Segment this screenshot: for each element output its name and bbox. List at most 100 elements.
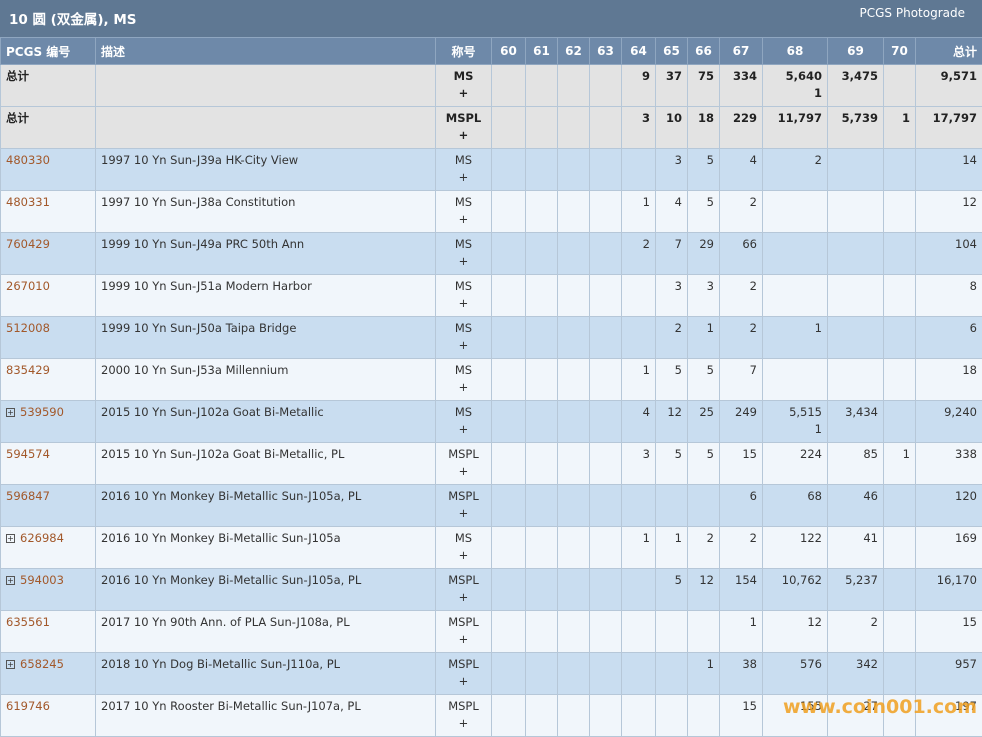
table-cell: 68	[763, 485, 828, 527]
table-cell	[656, 611, 688, 653]
cell-text: 7	[675, 237, 682, 251]
table-cell	[656, 485, 688, 527]
cell-text: 5	[707, 447, 714, 461]
cell-text: 1	[643, 195, 650, 209]
table-cell: MS+	[436, 359, 492, 401]
pcgs-number-link[interactable]: 658245	[20, 657, 64, 671]
table-cell: 15	[720, 443, 763, 485]
expand-toggle[interactable]: +	[6, 576, 15, 585]
designation[interactable]: +	[441, 631, 486, 648]
designation[interactable]: +	[441, 715, 486, 732]
designation: MS	[441, 68, 486, 85]
pcgs-number-link[interactable]: 480331	[6, 195, 50, 209]
table-cell: MS+	[436, 233, 492, 275]
table-cell: 总计	[1, 107, 96, 149]
cell-text: 342	[856, 657, 878, 671]
pcgs-number-link[interactable]: 267010	[6, 279, 50, 293]
table-cell: 267010	[1, 275, 96, 317]
cell-text: 12	[807, 615, 822, 629]
pcgs-number-link[interactable]: 480330	[6, 153, 50, 167]
designation[interactable]: +	[441, 337, 486, 354]
cell-text: 5	[675, 363, 682, 377]
table-cell	[558, 569, 590, 611]
table-cell	[492, 149, 526, 191]
table-cell: 596847	[1, 485, 96, 527]
table-cell: 2016 10 Yn Monkey Bi-Metallic Sun-J105a,…	[96, 485, 436, 527]
pcgs-number-link[interactable]: 626984	[20, 531, 64, 545]
cell-line: 1	[768, 421, 822, 438]
table-cell: MS+	[436, 191, 492, 233]
cell-text: 3,434	[845, 405, 878, 419]
table-cell: 635561	[1, 611, 96, 653]
table-cell	[828, 275, 884, 317]
pcgs-number-link[interactable]: 594574	[6, 447, 50, 461]
cell-text: 1	[750, 615, 757, 629]
table-cell	[492, 65, 526, 107]
table-cell: MSPL+	[436, 611, 492, 653]
cell-text: 224	[800, 447, 822, 461]
pcgs-number-link[interactable]: 619746	[6, 699, 50, 713]
table-cell	[590, 527, 622, 569]
cell-text: 10	[666, 111, 682, 125]
designation[interactable]: +	[441, 505, 486, 522]
pcgs-number-link[interactable]: 539590	[20, 405, 64, 419]
cell-text: 3	[642, 111, 650, 125]
pcgs-number-link[interactable]: 635561	[6, 615, 50, 629]
table-cell	[590, 401, 622, 443]
expand-toggle[interactable]: +	[6, 408, 15, 417]
designation[interactable]: +	[441, 589, 486, 606]
expand-toggle[interactable]: +	[6, 660, 15, 669]
expand-toggle[interactable]: +	[6, 534, 15, 543]
cell-text: 18	[698, 111, 714, 125]
table-cell: 1999 10 Yn Sun-J49a PRC 50th Ann	[96, 233, 436, 275]
designation[interactable]: +	[441, 211, 486, 228]
pcgs-number-link[interactable]: 512008	[6, 321, 50, 335]
table-cell: 1	[622, 191, 656, 233]
designation[interactable]: +	[441, 127, 486, 144]
table-row: +539590 2015 10 Yn Sun-J102a Goat Bi-Meta…	[1, 401, 982, 443]
table-cell: MSPL+	[436, 443, 492, 485]
cell-text: 2	[675, 321, 682, 335]
table-cell	[622, 275, 656, 317]
pcgs-number-link[interactable]: 596847	[6, 489, 50, 503]
table-cell: 5	[688, 191, 720, 233]
table-cell: 1	[884, 107, 916, 149]
pcgs-number-link[interactable]: 760429	[6, 237, 50, 251]
cell-text: 1	[903, 447, 910, 461]
designation[interactable]: +	[441, 379, 486, 396]
table-cell: 594574	[1, 443, 96, 485]
table-cell: 2018 10 Yn Dog Bi-Metallic Sun-J110a, PL	[96, 653, 436, 695]
table-cell	[492, 611, 526, 653]
photograde-link[interactable]: PCGS Photograde	[860, 6, 965, 20]
table-cell	[526, 233, 558, 275]
pcgs-number-link[interactable]: 835429	[6, 363, 50, 377]
designation[interactable]: +	[441, 295, 486, 312]
designation[interactable]: +	[441, 85, 486, 102]
designation[interactable]: +	[441, 253, 486, 270]
table-cell	[590, 275, 622, 317]
designation[interactable]: +	[441, 673, 486, 690]
column-header: 63	[590, 38, 622, 65]
designation[interactable]: +	[441, 169, 486, 186]
table-cell: 760429	[1, 233, 96, 275]
cell-text: 5,739	[842, 111, 878, 125]
column-header: 67	[720, 38, 763, 65]
table-cell: 3	[688, 275, 720, 317]
cell-text: 12	[667, 405, 682, 419]
cell-text: 10,762	[782, 573, 822, 587]
table-cell	[884, 65, 916, 107]
cell-text: 2	[750, 321, 757, 335]
designation[interactable]: +	[441, 547, 486, 564]
column-header: 60	[492, 38, 526, 65]
designation[interactable]: +	[441, 463, 486, 480]
pcgs-number-link[interactable]: 594003	[20, 573, 64, 587]
designation: MSPL	[441, 488, 486, 505]
cell-text: 2015 10 Yn Sun-J102a Goat Bi-Metallic	[101, 405, 324, 419]
column-header: 68	[763, 38, 828, 65]
designation[interactable]: +	[441, 421, 486, 438]
cell-text: 3	[675, 153, 682, 167]
table-cell	[763, 191, 828, 233]
table-cell: 6	[720, 485, 763, 527]
